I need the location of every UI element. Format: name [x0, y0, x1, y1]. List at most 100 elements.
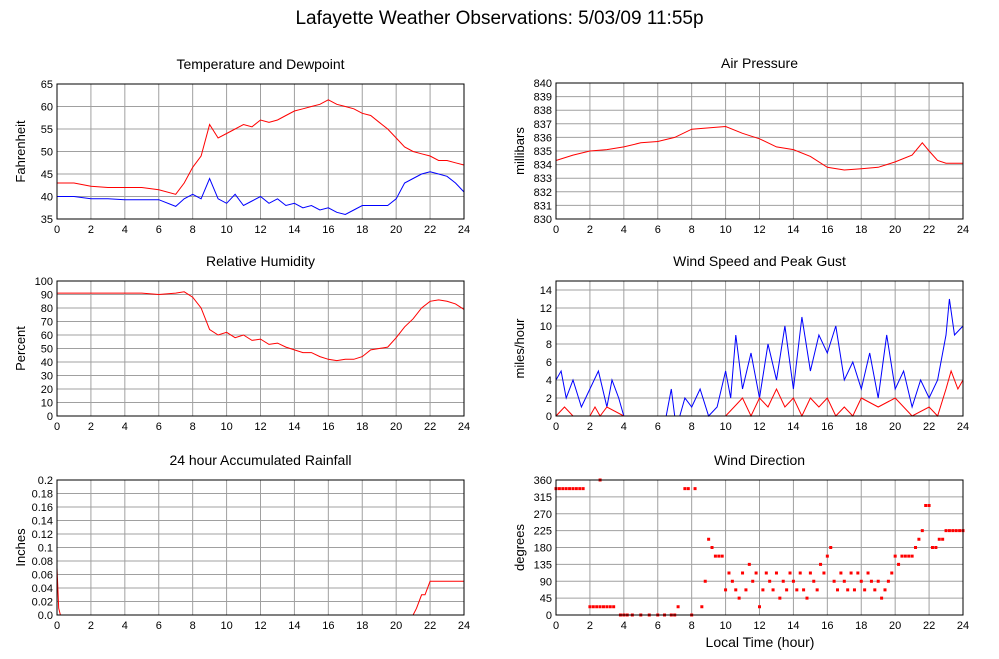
data-point	[683, 487, 687, 491]
x-tick-label: 8	[190, 224, 196, 236]
data-point	[937, 537, 941, 541]
y-tick-label: 60	[41, 330, 53, 342]
y-tick-label: 90	[540, 576, 552, 588]
x-tick-label: 12	[753, 620, 765, 632]
x-tick-label: 16	[821, 224, 833, 236]
x-tick-label: 22	[424, 421, 436, 433]
x-tick-label: 4	[621, 224, 627, 236]
data-point	[747, 562, 751, 566]
x-tick-label: 10	[719, 224, 731, 236]
data-point	[927, 504, 931, 507]
data-point	[910, 554, 914, 558]
x-tick-label: 6	[156, 421, 162, 433]
y-axis-title: millibars	[512, 127, 527, 175]
data-point	[951, 529, 955, 533]
x-tick-label: 4	[122, 224, 128, 236]
data-point	[802, 588, 806, 592]
data-point	[581, 487, 585, 491]
x-tick-label: 12	[254, 421, 266, 433]
x-tick-label: 18	[356, 421, 368, 433]
y-tick-label: 80	[41, 303, 53, 315]
x-tick-label: 20	[889, 620, 901, 632]
y-tick-label: 14	[540, 285, 552, 297]
y-tick-label: 830	[534, 214, 552, 226]
data-point	[829, 546, 833, 549]
y-axis-title: Inches	[13, 528, 28, 567]
y-tick-label: 40	[41, 192, 53, 204]
x-tick-label: 18	[356, 620, 368, 632]
data-point	[876, 579, 880, 583]
data-point	[608, 605, 612, 609]
data-point	[737, 596, 741, 600]
x-tick-label: 18	[855, 620, 867, 632]
x-tick-label: 14	[288, 224, 300, 236]
y-tick-label: 10	[540, 321, 552, 333]
x-tick-label: 10	[719, 421, 731, 433]
y-tick-label: 0.1	[38, 543, 53, 555]
data-point	[880, 596, 884, 600]
x-tick-label: 8	[190, 620, 196, 632]
series-line-red	[555, 125, 963, 171]
y-tick-label: 840	[534, 78, 552, 90]
y-axis-title: degrees	[512, 524, 527, 571]
x-tick-label: 10	[719, 620, 731, 632]
x-tick-label: 18	[356, 224, 368, 236]
x-tick-label: 12	[753, 421, 765, 433]
data-point	[741, 571, 745, 575]
x-tick-label: 6	[655, 620, 661, 632]
page-title: Lafayette Weather Observations: 5/03/09 …	[295, 8, 704, 29]
data-point	[815, 588, 819, 592]
data-point	[903, 554, 907, 558]
chart-title: 24 hour Accumulated Rainfall	[169, 452, 351, 468]
plot-frame	[56, 83, 465, 220]
data-point	[859, 579, 863, 583]
x-tick-label: 2	[587, 421, 593, 433]
x-tick-label: 22	[424, 620, 436, 632]
data-point	[863, 588, 867, 592]
x-tick-label: 4	[621, 421, 627, 433]
x-tick-label: 4	[621, 620, 627, 632]
x-tick-label: 14	[787, 224, 799, 236]
data-point	[954, 529, 958, 533]
data-point	[947, 529, 951, 533]
x-tick-label: 10	[220, 620, 232, 632]
x-tick-label: 12	[254, 224, 266, 236]
y-tick-label: 90	[41, 290, 53, 302]
y-tick-label: 0.08	[32, 556, 53, 568]
data-point	[717, 554, 721, 558]
data-point	[724, 588, 728, 592]
data-point	[890, 571, 894, 575]
data-point	[917, 537, 921, 541]
x-tick-label: 16	[322, 224, 334, 236]
data-point	[700, 605, 704, 609]
data-point	[568, 487, 572, 491]
y-tick-label: 836	[534, 132, 552, 144]
y-tick-label: 837	[534, 119, 552, 131]
data-point	[812, 579, 816, 583]
data-point	[944, 529, 948, 533]
data-point	[958, 529, 962, 533]
data-point	[605, 605, 609, 609]
y-axis-title: miles/hour	[512, 318, 527, 379]
data-point	[561, 487, 565, 491]
data-point	[836, 588, 840, 592]
x-tick-label: 2	[88, 620, 94, 632]
data-point	[930, 546, 934, 549]
y-axis-title: Fahrenheit	[13, 120, 28, 183]
x-tick-label: 10	[220, 421, 232, 433]
data-point	[676, 605, 680, 609]
x-tick-label: 22	[424, 224, 436, 236]
data-point	[707, 537, 711, 541]
x-tick-label: 0	[553, 421, 559, 433]
x-tick-label: 6	[156, 620, 162, 632]
chart-title: Wind Speed and Peak Gust	[673, 253, 846, 269]
data-point	[754, 571, 758, 575]
y-tick-label: 0.2	[38, 475, 53, 487]
data-point	[612, 605, 616, 609]
data-point	[819, 562, 823, 566]
y-tick-label: 225	[534, 526, 552, 538]
chart-title: Temperature and Dewpoint	[176, 56, 344, 72]
data-point	[869, 579, 873, 583]
data-point	[866, 571, 870, 575]
data-point	[703, 579, 707, 583]
